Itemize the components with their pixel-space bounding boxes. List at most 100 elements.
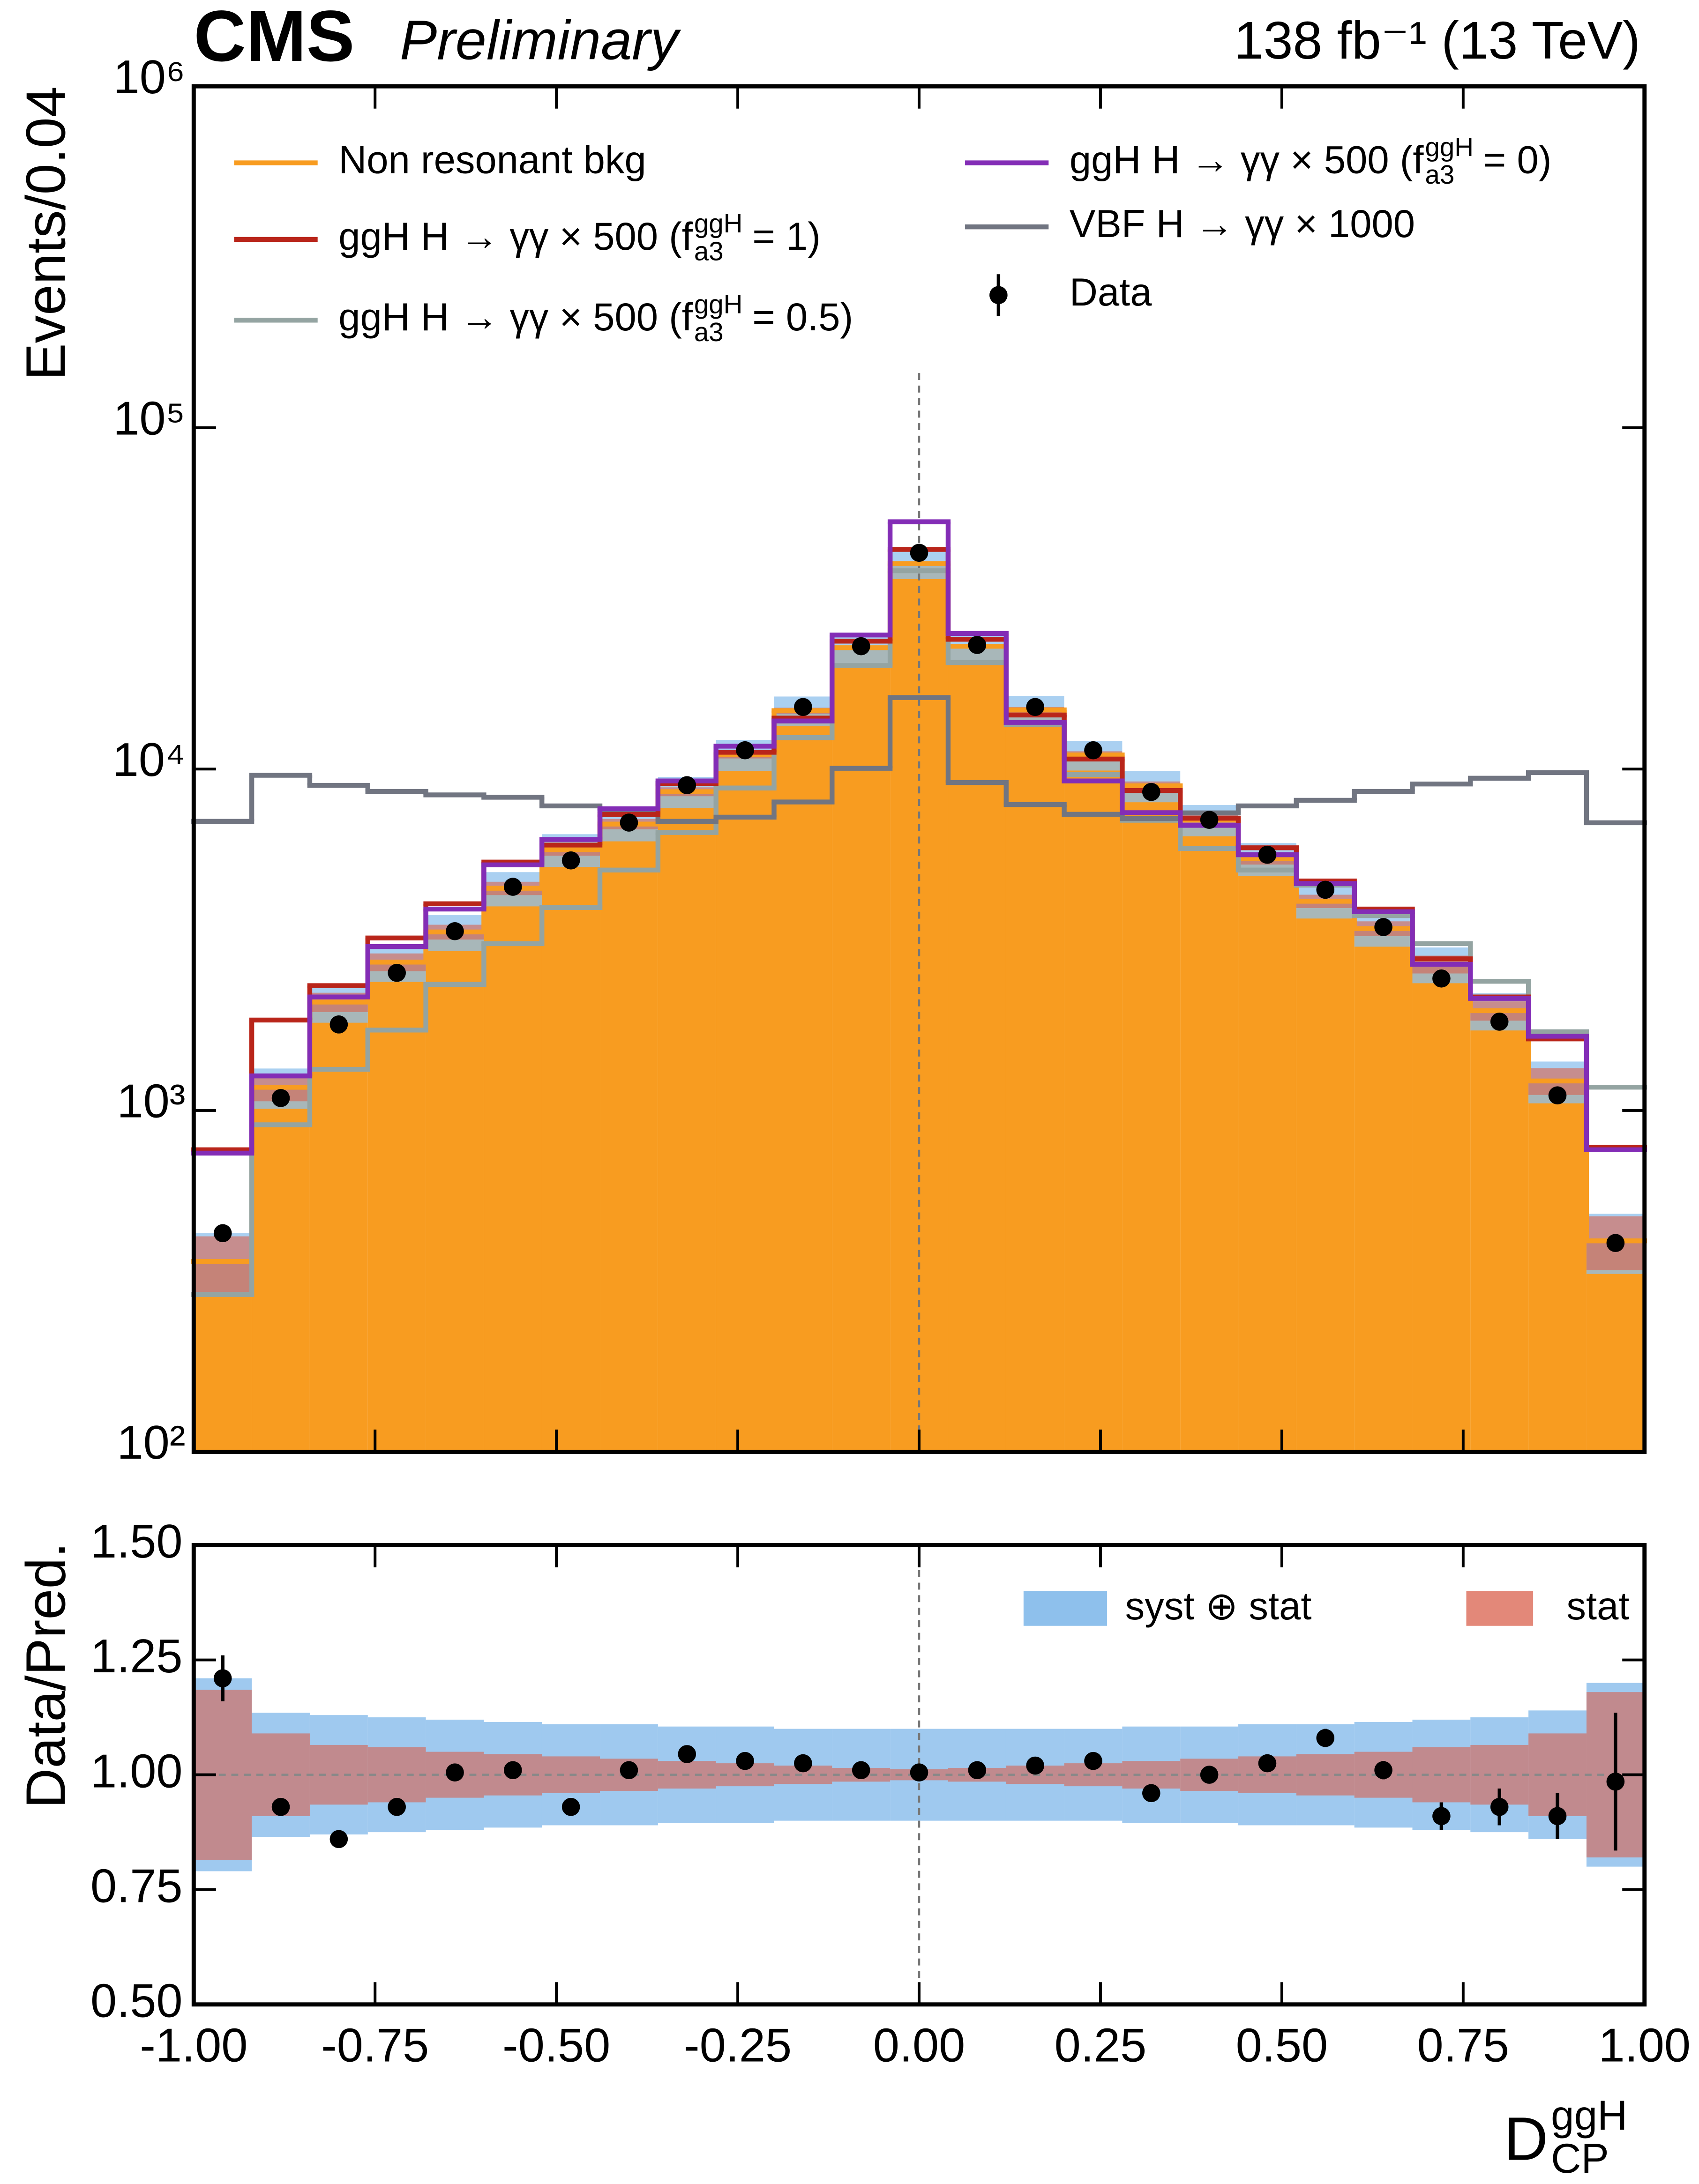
data-point — [503, 878, 522, 896]
ratio-point — [271, 1797, 290, 1816]
background-bar — [252, 1087, 310, 1452]
y-tick-label: 0.75 — [90, 1860, 183, 1912]
x-tick-label: -1.00 — [140, 2020, 247, 2072]
data-point — [1490, 1013, 1509, 1031]
data-point — [1548, 1086, 1567, 1105]
data-point — [1432, 969, 1451, 988]
ratio-point — [736, 1752, 754, 1770]
data-point — [271, 1089, 290, 1107]
legend-label: ggH H → γγ × 500 (f — [338, 215, 693, 258]
x-tick-label: 0.25 — [1055, 2020, 1147, 2072]
ratio-point — [1026, 1756, 1044, 1775]
data-point — [910, 544, 928, 562]
ratio-point — [678, 1745, 696, 1763]
legend-label: syst ⊕ stat — [1125, 1584, 1312, 1628]
legend-label-sub: a3 — [694, 317, 724, 347]
ratio-point — [794, 1754, 812, 1773]
ratio-point — [1432, 1807, 1451, 1826]
ratio-point — [1606, 1773, 1625, 1791]
background-bar — [1296, 901, 1355, 1452]
background-bar — [600, 824, 658, 1452]
legend-label: = 0.5) — [752, 295, 853, 339]
legend-label-sub: a3 — [1425, 160, 1454, 189]
ratio-point — [561, 1797, 580, 1816]
legend-label-sup: ggH — [694, 209, 743, 238]
background-bar — [1586, 1241, 1645, 1452]
ratio-point — [620, 1761, 638, 1780]
ratio-point — [968, 1761, 987, 1780]
x-tick-label: 0.75 — [1417, 2020, 1510, 2072]
x-tick-label: 1.00 — [1598, 2020, 1691, 2072]
data-point — [1200, 811, 1219, 829]
data-point — [329, 1015, 348, 1034]
background-bar — [716, 754, 774, 1452]
x-axis-label-sup: ggH — [1551, 2092, 1627, 2139]
y-tick-label: 10⁴ — [112, 734, 186, 786]
background-bar — [1006, 710, 1064, 1452]
ratio-point — [503, 1761, 522, 1780]
background-bar — [1238, 858, 1296, 1452]
y-tick-label: 10² — [117, 1416, 186, 1469]
background-bar — [484, 888, 542, 1452]
ratio-point — [1258, 1754, 1277, 1773]
ratio-point — [910, 1763, 928, 1782]
background-bar — [1528, 1081, 1587, 1452]
legend-label: = 0) — [1483, 138, 1552, 182]
ratio-point — [1200, 1766, 1219, 1784]
x-tick-label: -0.25 — [684, 2020, 792, 2072]
background-bar — [1122, 786, 1181, 1452]
legend-label: ggH H → γγ × 500 (f — [338, 295, 693, 339]
ratio-point — [388, 1797, 406, 1816]
background-bar — [1412, 964, 1471, 1452]
y-tick-label: 10⁶ — [113, 51, 186, 104]
status-label: Preliminary — [400, 9, 681, 71]
data-point — [561, 851, 580, 870]
data-point — [736, 741, 754, 760]
x-axis-label-sub: CP — [1551, 2135, 1609, 2182]
legend-label-sup: ggH — [694, 289, 743, 319]
ratio-point — [1548, 1807, 1567, 1826]
legend-swatch — [1466, 1591, 1534, 1626]
data-point — [968, 636, 987, 654]
legend-label: VBF H → γγ × 1000 — [1070, 202, 1415, 246]
lumi-label: 138 fb⁻¹ (13 TeV) — [1234, 11, 1640, 70]
y-tick-label: 1.50 — [90, 1515, 183, 1568]
y-tick-label: 0.50 — [90, 1975, 183, 2027]
data-point — [620, 813, 638, 832]
data-point — [852, 637, 870, 656]
ratio-point — [1316, 1729, 1335, 1747]
ratio-point — [446, 1763, 464, 1782]
x-axis-label: D — [1504, 2104, 1548, 2173]
data-point — [678, 776, 696, 795]
legend-label-sub: a3 — [694, 237, 724, 266]
legend-label: Non resonant bkg — [338, 138, 646, 182]
y-tick-label: 1.00 — [90, 1745, 183, 1797]
x-tick-label: -0.75 — [321, 2020, 429, 2072]
background-bar — [658, 791, 716, 1452]
data-point — [388, 963, 406, 982]
data-point — [1606, 1234, 1625, 1252]
background-bar — [1470, 1010, 1529, 1452]
background-bar — [542, 850, 600, 1452]
legend-swatch — [1023, 1591, 1108, 1626]
legend-label: stat — [1566, 1584, 1629, 1628]
data-point — [794, 698, 812, 716]
ratio-point — [852, 1761, 870, 1780]
legend-label: Data — [1070, 270, 1152, 314]
background-bar — [774, 710, 832, 1452]
data-point — [1316, 880, 1335, 899]
y-tick-label: 10⁵ — [113, 393, 185, 445]
data-point — [1026, 698, 1044, 716]
ratio-point — [1142, 1784, 1160, 1803]
background-bar — [309, 1002, 368, 1452]
data-point — [1084, 741, 1102, 760]
uncertainty-band — [194, 1236, 252, 1292]
legend-label: ggH H → γγ × 500 (f — [1070, 138, 1424, 182]
background-bar — [1064, 755, 1123, 1452]
ratio-point — [1374, 1761, 1392, 1780]
x-tick-label: -0.50 — [502, 2020, 610, 2072]
y-tick-label: 1.25 — [90, 1630, 183, 1683]
ratio-point — [1490, 1797, 1509, 1816]
